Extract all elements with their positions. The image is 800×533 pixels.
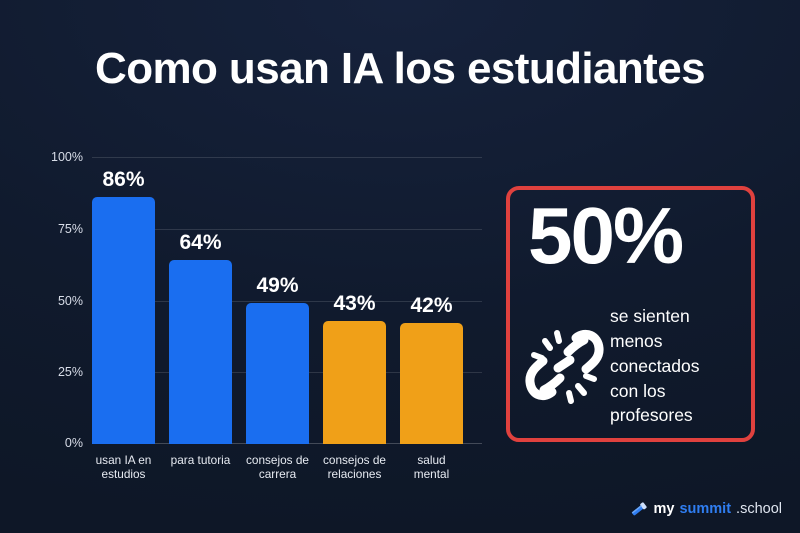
gridline-100: 100% [51,150,482,164]
bar-group-1[interactable]: 64% para tutoria [169,157,232,467]
callout-box: 50% se si [506,186,755,442]
bar-group-2[interactable]: 49% consejos de carrera [246,157,309,481]
bar-value-3: 43% [333,291,376,315]
gridline-75: 75% [58,222,482,236]
page-title: Como usan IA los estudiantes [95,44,706,93]
bar-value-1: 64% [179,231,222,255]
bar-label-4-line2: mental [413,467,450,482]
bar-label-0-line1: usan IA en [95,453,152,467]
chart-plot-area: 100% 75% 50% 25% 0% 86% usan IA en [51,150,482,481]
bar-3[interactable] [323,320,386,444]
bar-value-2: 49% [256,274,299,298]
callout-text-line5: profesores [610,405,693,426]
callout-text-line1: se sienten [610,306,690,326]
bar-chart: 100% 75% 50% 25% 0% 86% usan IA en [44,148,496,488]
callout-text: se sienten menos conectados con los prof… [610,302,700,428]
y-axis-tick-0: 0% [64,436,83,450]
bar-2[interactable] [246,303,309,444]
callout-text-line3: conectados [610,355,700,376]
bar-label-0: usan IA en estudios [85,453,162,482]
bar-label-2-line1: consejos de [246,453,309,467]
callout-body: se sienten menos conectados con los prof… [524,302,739,428]
bar-label-2: consejos de carrera [239,453,316,482]
bar-label-4-line1: salud [417,453,446,467]
bar-group-4[interactable]: 42% salud mental [400,157,463,481]
bar-label-0-line2: estudios [101,467,146,482]
y-axis-tick-25: 25% [57,365,83,380]
bar-label-3-line1: consejos de [323,453,386,467]
bar-value-4: 42% [410,294,453,318]
bar-1[interactable] [169,260,232,444]
callout-stat: 50% [528,191,684,280]
y-axis-tick-50: 50% [57,293,83,308]
y-axis-tick-75: 75% [57,221,83,236]
bar-4[interactable] [400,323,463,444]
bar-label-1: para tutoria [162,453,239,467]
broken-chain-icon [525,329,604,404]
y-axis-tick-100: 100% [51,150,83,164]
bar-group-0[interactable]: 86% usan IA en estudios [92,157,155,481]
bar-label-3: consejos de relaciones [316,453,393,482]
bar-label-3-line2: relaciones [327,467,382,482]
logo-text-summit: summit [679,501,732,517]
telescope-icon [631,502,647,516]
bar-label-1-line1: para tutoria [170,453,231,467]
bar-value-0: 86% [102,168,145,192]
callout-text-line4: con los [610,380,666,401]
bar-0[interactable] [92,197,155,444]
bar-label-4: salud mental [393,453,470,482]
logo-text-school: .school [736,501,782,517]
logo-text-my: my [653,501,675,517]
bar-group-3[interactable]: 43% consejos de relaciones [323,157,386,481]
callout-text-line2: menos [610,330,663,351]
gridline-50: 50% [58,294,482,308]
bar-series: 86% usan IA en estudios 64% para tutoria [92,157,482,481]
brand-logo[interactable]: my summit .school [629,499,782,519]
bar-label-2-line2: carrera [258,467,297,482]
